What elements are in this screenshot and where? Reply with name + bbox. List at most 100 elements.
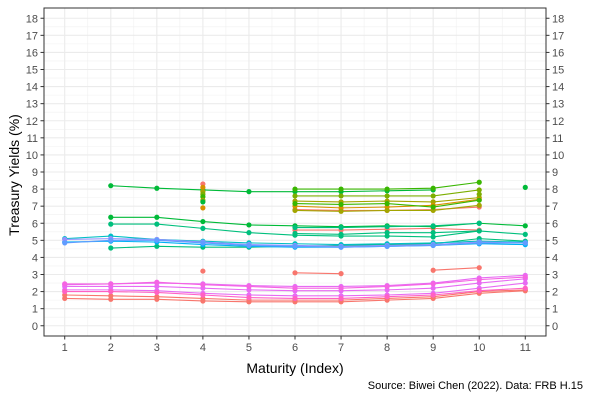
- y-tick-label-left: 0: [32, 321, 38, 333]
- y-tick-label-left: 8: [32, 184, 38, 196]
- data-point-11: [200, 282, 206, 288]
- y-tick-label-right: 5: [552, 235, 558, 247]
- y-tick-label-left: 17: [26, 30, 38, 42]
- x-tick-label: 3: [154, 342, 160, 354]
- data-point-26: [476, 220, 482, 226]
- data-point-19: [62, 240, 68, 246]
- data-point-26: [384, 224, 390, 230]
- data-point-8: [338, 295, 344, 302]
- y-tick-label-right: 0: [552, 321, 558, 333]
- series-line-4: [294, 272, 342, 275]
- data-point-8: [108, 288, 114, 295]
- data-point-14: [200, 225, 206, 231]
- data-point-6: [200, 268, 206, 274]
- data-point-11: [62, 281, 68, 287]
- data-point-14: [108, 221, 114, 227]
- data-point-9: [430, 285, 436, 291]
- x-axis-title: Maturity (Index): [246, 360, 343, 376]
- data-point-25: [430, 204, 436, 210]
- y-tick-label-right: 12: [552, 116, 564, 128]
- data-point-25: [338, 201, 344, 208]
- data-point-19: [108, 237, 114, 243]
- y-tick-label-right: 1: [552, 304, 558, 316]
- data-point-19: [200, 240, 206, 246]
- x-tick-label: 2: [108, 342, 114, 354]
- data-point-13: [246, 222, 252, 228]
- data-point-8: [62, 288, 68, 295]
- y-tick-label-right: 8: [552, 184, 558, 196]
- data-point-7: [522, 280, 528, 286]
- data-point-14: [430, 234, 436, 240]
- data-point-27: [384, 230, 390, 236]
- data-point-8: [154, 289, 160, 296]
- data-point-2: [154, 294, 160, 300]
- data-point-11: [522, 274, 528, 280]
- data-point-19: [292, 243, 298, 249]
- x-axis: 1 2 3 4 5 6 7 8 9 10 11: [62, 336, 531, 354]
- data-point-21: [292, 193, 298, 199]
- data-point-13: [108, 214, 114, 220]
- data-point-27: [476, 228, 482, 234]
- data-point-11: [384, 283, 390, 290]
- y-tick-label-left: 1: [32, 304, 38, 316]
- data-point-19: [430, 242, 436, 249]
- y-tick-label-right: 18: [552, 13, 564, 25]
- x-tick-label: 7: [338, 342, 344, 354]
- data-point-14: [246, 230, 252, 236]
- x-tick-label: 10: [473, 342, 485, 354]
- isolated-data-point: [200, 199, 206, 205]
- data-point-26: [338, 224, 344, 231]
- x-tick-label: 9: [430, 342, 436, 354]
- data-point-8: [476, 288, 482, 294]
- data-point-8: [246, 294, 252, 301]
- series-line-14: [110, 223, 526, 238]
- y-tick-label-left: 16: [26, 47, 38, 59]
- data-point-11: [154, 279, 160, 285]
- data-point-8: [522, 285, 528, 291]
- data-point-15: [108, 245, 114, 251]
- y-tick-label-left: 9: [32, 167, 38, 179]
- data-point-19: [476, 240, 482, 246]
- data-point-20: [292, 186, 298, 192]
- data-point-15: [154, 243, 160, 249]
- y-tick-label-left: 7: [32, 201, 38, 213]
- data-point-12: [154, 185, 160, 191]
- x-tick-label: 6: [292, 342, 298, 354]
- data-point-27: [430, 230, 436, 236]
- plot-panel: [43, 7, 547, 337]
- data-point-11: [338, 285, 344, 291]
- y-tick-label-left: 10: [26, 150, 38, 162]
- data-point-12: [246, 189, 252, 195]
- data-point-11: [108, 281, 114, 287]
- data-point-4: [292, 270, 298, 276]
- data-point-21: [338, 193, 344, 199]
- data-point-27: [292, 230, 298, 237]
- data-point-2: [108, 293, 114, 299]
- data-point-11: [292, 285, 298, 291]
- y-tick-label-right: 11: [552, 133, 563, 145]
- data-point-8: [200, 292, 206, 298]
- data-point-21: [430, 193, 436, 199]
- data-point-4: [476, 265, 482, 271]
- y-tick-label-left: 13: [26, 99, 38, 111]
- y-tick-label-left: 5: [32, 235, 38, 247]
- x-tick-label: 11: [520, 342, 531, 354]
- data-point-11: [246, 283, 252, 290]
- y-tick-label-right: 10: [552, 150, 564, 162]
- data-point-25: [292, 201, 298, 207]
- series-group: [62, 179, 528, 305]
- y-tick-label-right: 14: [552, 82, 564, 94]
- data-point-20: [476, 179, 482, 185]
- data-point-13: [154, 214, 160, 220]
- x-tick-label: 8: [384, 342, 390, 354]
- data-point-19: [338, 244, 344, 250]
- data-point-20: [338, 186, 344, 192]
- y-tick-label-left: 2: [32, 287, 38, 299]
- data-point-13: [522, 223, 528, 229]
- data-point-19: [384, 243, 390, 249]
- series-line-12: [110, 185, 434, 193]
- y-tick-label-left: 15: [26, 65, 38, 77]
- data-point-24: [384, 207, 390, 214]
